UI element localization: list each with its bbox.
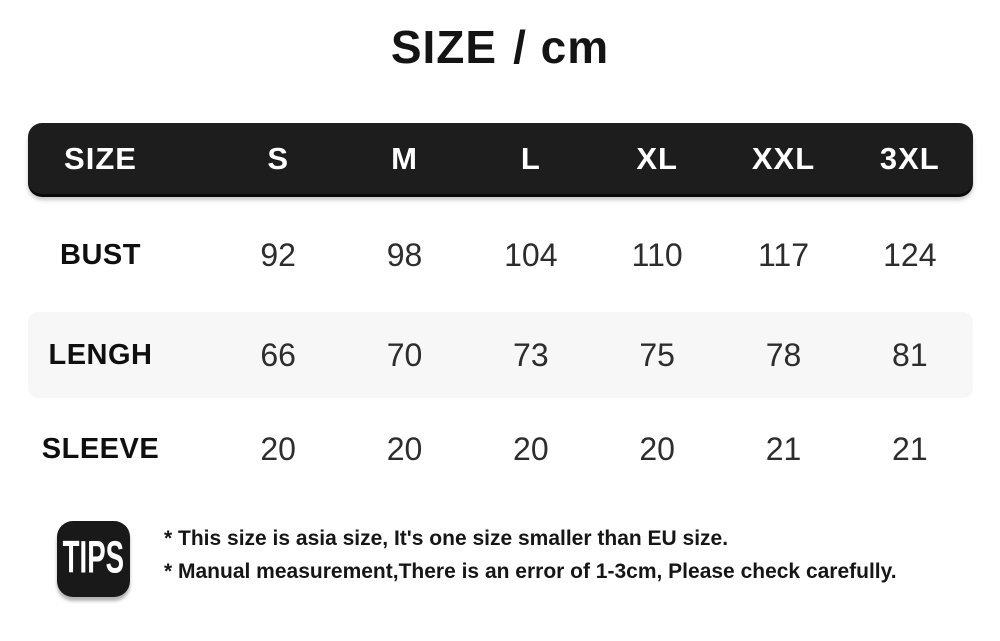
header-cell-m: M	[391, 140, 418, 176]
tips-icon: TIPS	[57, 521, 130, 597]
bust-value-m: 98	[386, 236, 423, 273]
bust-value-xl: 110	[631, 236, 683, 273]
lengh-value-l: 73	[513, 336, 549, 373]
tips-icon-label: TIPS	[62, 533, 125, 584]
tips-line-2: * Manual measurement,There is an error o…	[164, 560, 897, 583]
bust-value-s: 92	[260, 236, 296, 273]
bust-value-l: 104	[504, 236, 558, 273]
bust-value-xxl: 117	[757, 236, 809, 273]
tips-line-1: * This size is asia size, It's one size …	[164, 527, 729, 550]
sleeve-value-3xl: 21	[892, 430, 928, 467]
row-label-lengh: LENGH	[48, 338, 153, 371]
lengh-value-xxl: 78	[765, 336, 802, 373]
header-cell-l: L	[520, 140, 541, 176]
sleeve-value-m: 20	[386, 430, 423, 467]
table-row-lengh: LENGH 66 70 73 75 78 81	[28, 312, 973, 398]
row-label-sleeve: SLEEVE	[41, 432, 160, 465]
row-label-bust: BUST	[60, 238, 141, 271]
header-cell-xxl: XXL	[751, 140, 816, 176]
lengh-value-3xl: 81	[892, 336, 928, 373]
header-cell-xl: XL	[636, 140, 678, 176]
title-unit: / cm	[513, 21, 610, 73]
lengh-value-s: 66	[260, 336, 296, 373]
sleeve-value-l: 20	[513, 430, 549, 467]
size-table-header-row: SIZE S M L XL XXL 3XL	[28, 123, 973, 194]
tips-notes: * This size is asia size, It's one size …	[164, 527, 897, 593]
table-row-bust: BUST 92 98 104 110 117 124	[28, 222, 973, 288]
lengh-value-xl: 75	[639, 336, 675, 373]
header-cell-s: S	[267, 140, 289, 176]
page-title: SIZE / cm	[0, 20, 1000, 74]
header-cell-3xl: 3XL	[879, 140, 940, 176]
lengh-value-m: 70	[386, 336, 423, 373]
header-cell-size: SIZE	[64, 140, 137, 176]
sleeve-value-xl: 20	[639, 430, 675, 467]
table-row-sleeve: SLEEVE 20 20 20 20 21 21	[28, 416, 973, 482]
sleeve-value-s: 20	[260, 430, 296, 467]
title-main: SIZE	[390, 21, 498, 73]
bust-value-3xl: 124	[883, 236, 937, 273]
sleeve-value-xxl: 21	[765, 430, 802, 467]
